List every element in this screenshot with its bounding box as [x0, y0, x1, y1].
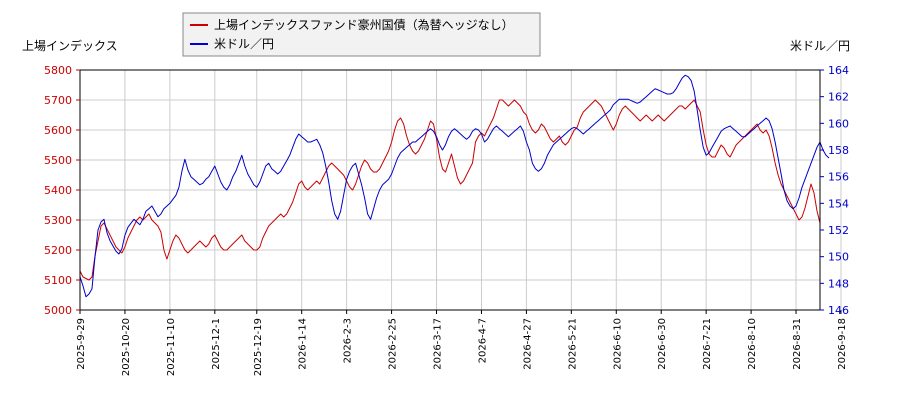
left-axis-title: 上場インデックス [22, 38, 118, 53]
x-tick-label: 2026-8-31 [792, 318, 803, 370]
right-tick-label: 160 [828, 117, 849, 130]
x-tick-label: 2026-1-14 [298, 318, 309, 370]
left-tick-label: 5400 [44, 184, 72, 197]
grid-lines [79, 70, 842, 310]
right-tick-label: 164 [828, 64, 849, 77]
legend: 上場インデックスファンド豪州国債（為替ヘッジなし） 米ドル／円 [182, 12, 541, 57]
x-tick-label: 2025-9-29 [76, 318, 87, 370]
series-lines [79, 74, 830, 298]
x-tick-label: 2026-2-3 [343, 318, 354, 363]
right-tick-label: 162 [828, 91, 849, 104]
x-tick-label: 2026-8-10 [747, 318, 758, 370]
x-tick-label: 2025-12-1 [211, 318, 222, 370]
right-axis: 146 148 150 152 154 156 158 160 162 164 [820, 64, 849, 317]
left-tick-label: 5600 [44, 124, 72, 137]
x-tick-label: 2025-12-19 [253, 318, 264, 376]
x-tick-label: 2026-3-17 [433, 318, 444, 370]
right-tick-label: 150 [828, 251, 849, 264]
legend-label-index: 上場インデックスファンド豪州国債（為替ヘッジなし） [214, 17, 514, 32]
right-tick-label: 154 [828, 197, 849, 210]
left-tick-label: 5800 [44, 64, 72, 77]
left-tick-label: 5000 [44, 304, 72, 317]
x-axis: 2025-9-29 2025-10-20 2025-11-10 2025-12-1 20… [76, 310, 848, 376]
x-tick-label: 2026-4-7 [477, 318, 488, 363]
left-tick-label: 5700 [44, 94, 72, 107]
right-tick-label: 152 [828, 224, 849, 237]
series-line-usdjpy [79, 74, 830, 298]
x-tick-label: 2025-10-20 [121, 318, 132, 376]
x-tick-label: 2026-6-30 [657, 318, 668, 370]
legend-box [182, 12, 541, 57]
x-tick-label: 2026-4-27 [522, 318, 533, 370]
left-tick-label: 5300 [44, 214, 72, 227]
x-tick-label: 2025-11-10 [166, 318, 177, 376]
right-tick-label: 156 [828, 171, 849, 184]
left-tick-label: 5200 [44, 244, 72, 257]
x-tick-label: 2026-6-10 [612, 318, 623, 370]
legend-label-usdjpy: 米ドル／円 [214, 37, 274, 51]
x-tick-label: 2026-7-21 [702, 318, 713, 370]
left-tick-label: 5100 [44, 274, 72, 287]
x-tick-label: 2026-2-25 [388, 318, 399, 370]
right-tick-label: 146 [828, 304, 849, 317]
left-tick-label: 5500 [44, 154, 72, 167]
right-tick-label: 158 [828, 144, 849, 157]
right-axis-title: 米ドル／円 [790, 39, 850, 53]
x-tick-label: 2026-5-21 [567, 318, 578, 370]
right-tick-label: 148 [828, 277, 849, 290]
x-tick-label: 2026-9-18 [837, 318, 848, 370]
left-axis: 5000 5100 5200 5300 5400 5500 5600 5700 5800 [44, 64, 80, 317]
